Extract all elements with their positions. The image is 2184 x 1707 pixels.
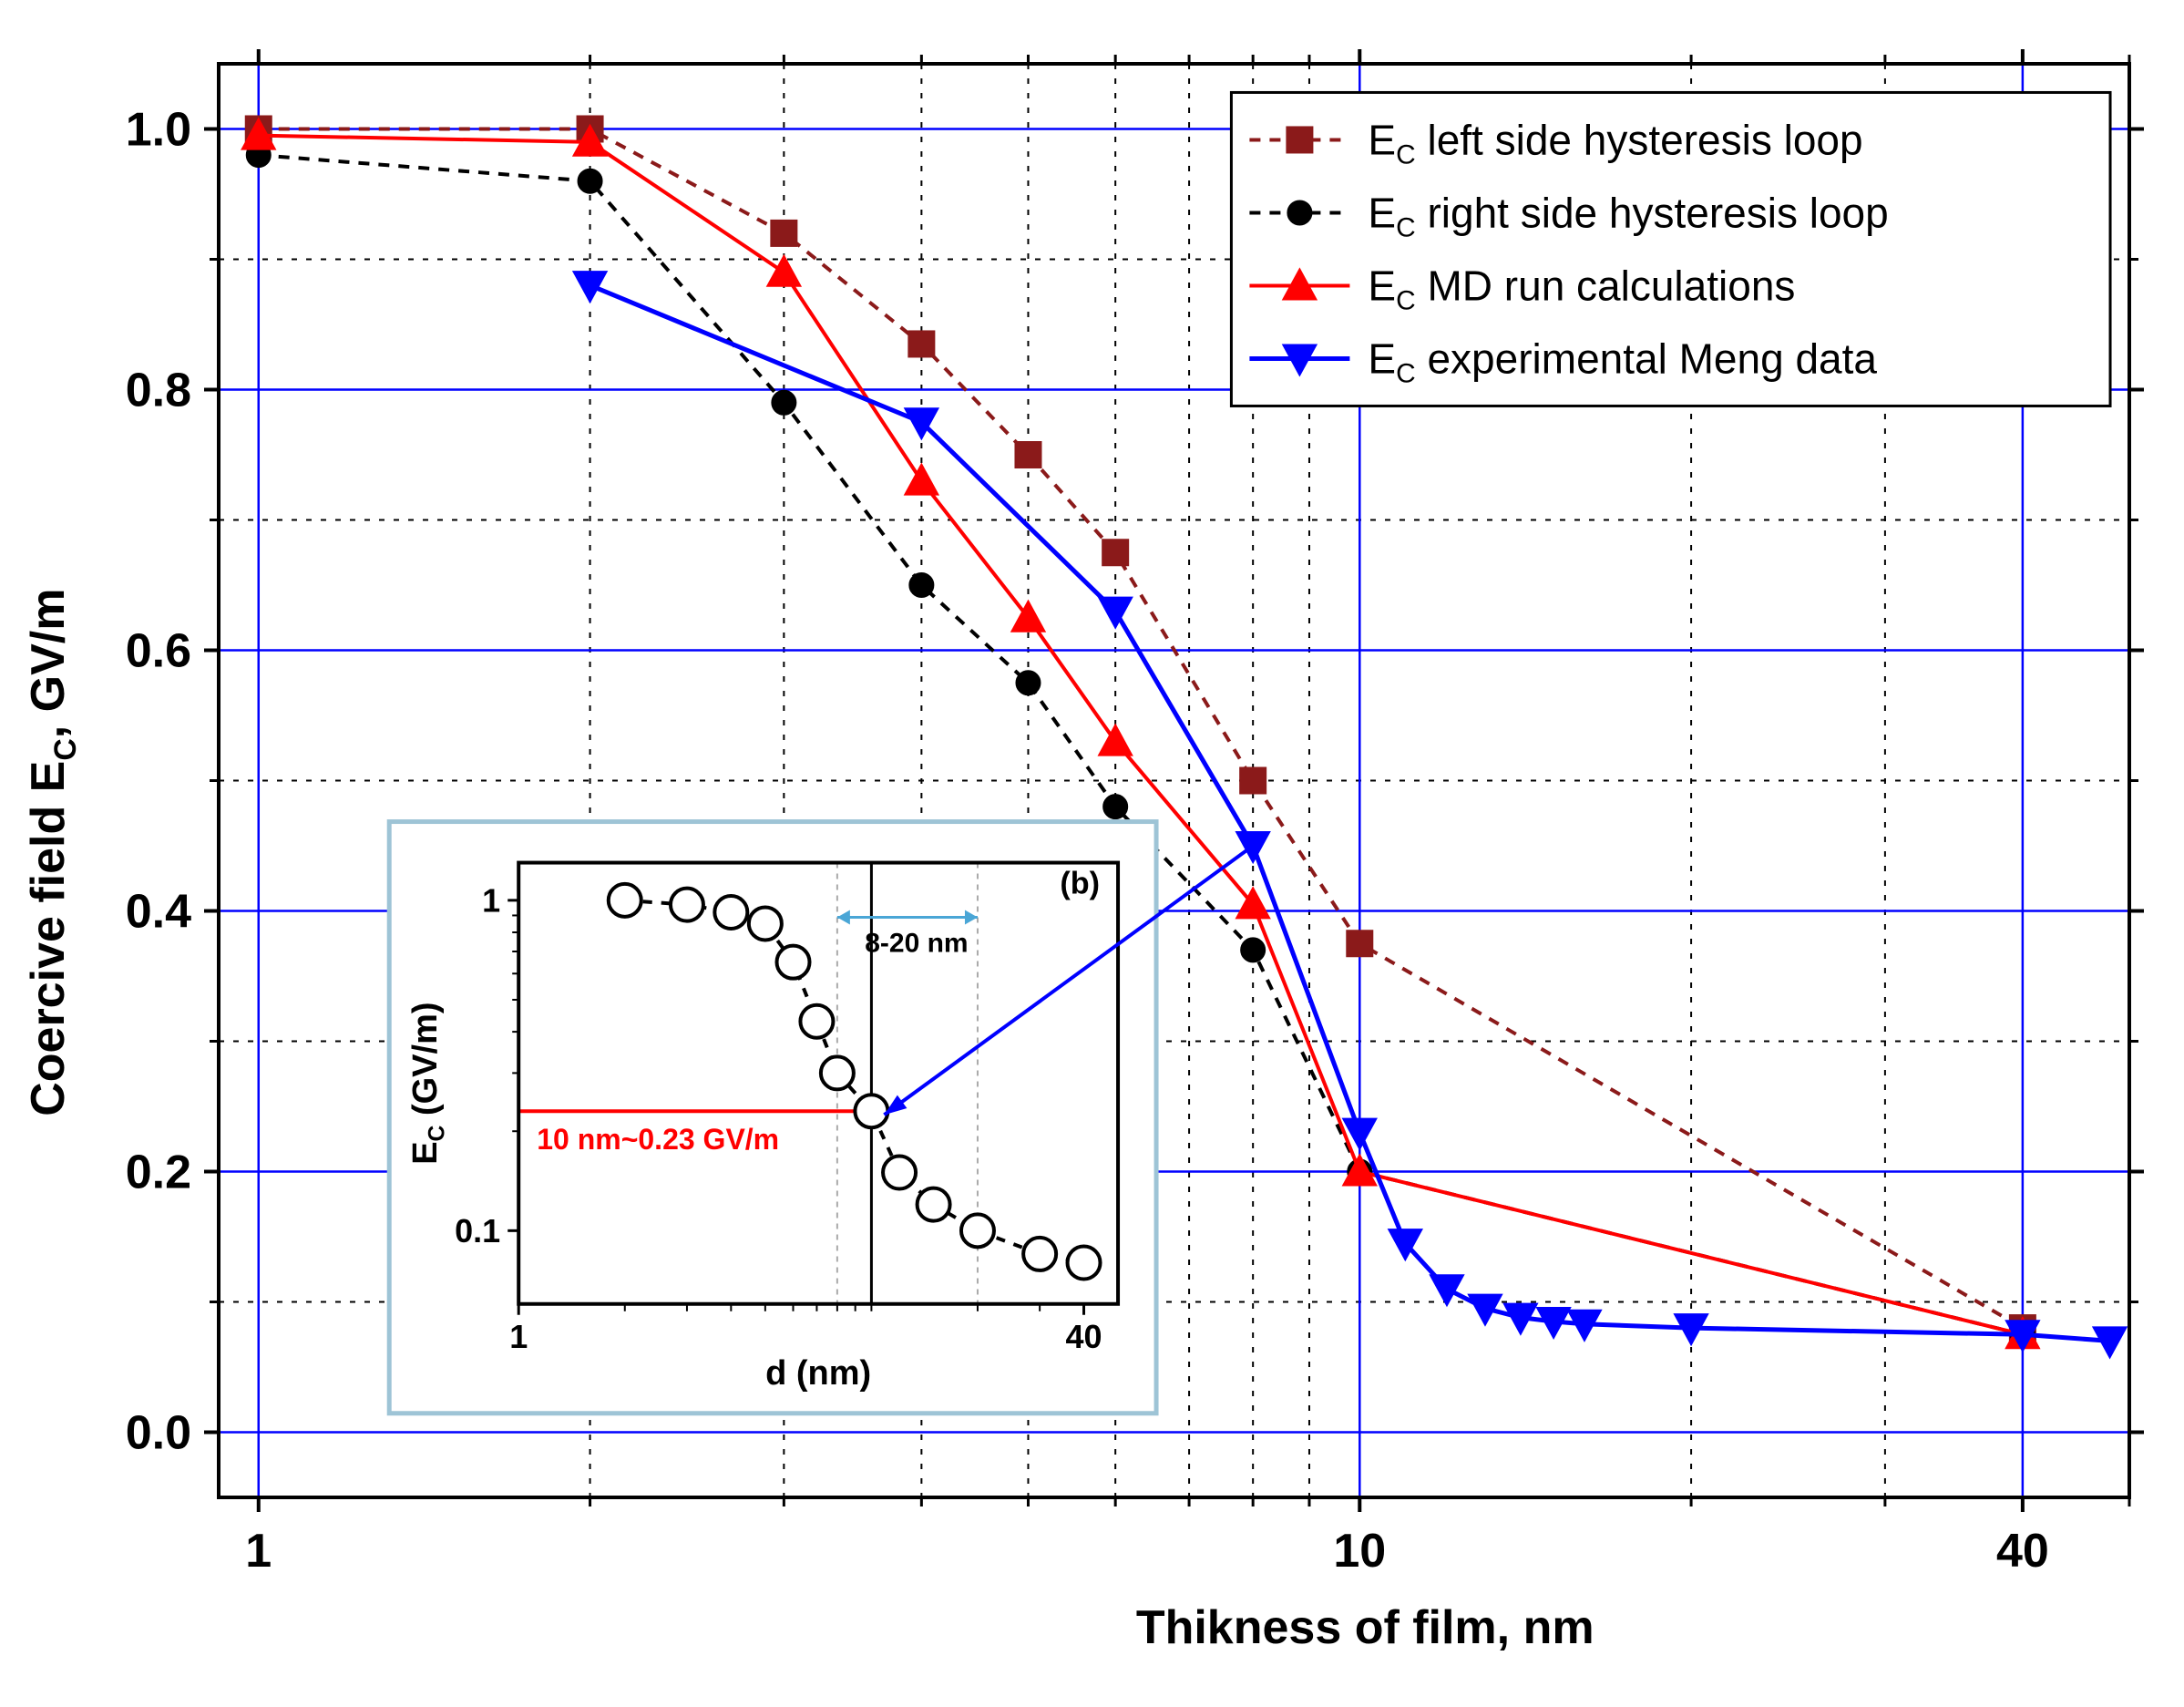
inset-y-tick: 0.1 — [455, 1212, 500, 1249]
legend-label: EC right side hysteresis loop — [1368, 190, 1888, 243]
y-axis-title: Coercive field EC, GV/m — [22, 589, 83, 1116]
y-tick-label: 0.0 — [126, 1407, 191, 1460]
inset-x-tick: 40 — [1065, 1318, 1102, 1355]
chart-container: 1 10 40 0.0 0.2 0.4 0.6 0.8 1.0 Thikness of film,… — [0, 0, 2184, 1707]
inset-panel-label: (b) — [1060, 867, 1100, 901]
inset-y-tick: 1 — [482, 881, 500, 919]
x-axis-title: Thikness of film, nm — [1136, 1601, 1594, 1654]
y-tick-label: 0.8 — [126, 365, 191, 417]
inset-red-annotation: 10 nm~0.23 GV/m — [537, 1123, 779, 1156]
legend-label: EC left side hysteresis loop — [1368, 117, 1862, 170]
y-tick-label: 0.4 — [126, 886, 191, 939]
svg-text:Coercive field EC, GV/m: Coercive field EC, GV/m — [22, 589, 83, 1116]
y-tick-label: 0.6 — [126, 625, 191, 678]
y-tick-label: 0.2 — [126, 1147, 191, 1199]
y-tick-label: 1.0 — [126, 104, 191, 157]
x-tick-label: 1 — [245, 1525, 272, 1578]
inset-range-annotation: 8-20 nm — [865, 929, 968, 959]
chart-svg: 1 10 40 0.0 0.2 0.4 0.6 0.8 1.0 Thikness of film,… — [0, 0, 2184, 1707]
inset-x-tick: 1 — [509, 1318, 528, 1355]
legend-label: EC experimental Meng data — [1368, 335, 1877, 389]
inset-x-label: d (nm) — [765, 1354, 871, 1393]
x-tick-label: 40 — [1996, 1525, 2049, 1578]
x-tick-label: 10 — [1333, 1525, 1386, 1578]
legend-label: EC MD run calculations — [1368, 262, 1795, 316]
